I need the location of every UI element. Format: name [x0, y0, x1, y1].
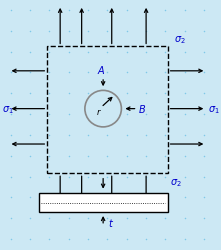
- Text: t: t: [109, 218, 112, 228]
- Text: $\sigma_2$: $\sigma_2$: [170, 176, 181, 188]
- Text: B: B: [139, 104, 145, 114]
- Circle shape: [85, 91, 121, 128]
- Text: r: r: [97, 107, 101, 116]
- Bar: [39, 193, 168, 212]
- Text: $\sigma_1$: $\sigma_1$: [208, 103, 220, 115]
- Text: $\sigma_1$: $\sigma_1$: [2, 103, 14, 115]
- Text: $\sigma_2$: $\sigma_2$: [174, 34, 186, 46]
- Text: A: A: [98, 66, 104, 76]
